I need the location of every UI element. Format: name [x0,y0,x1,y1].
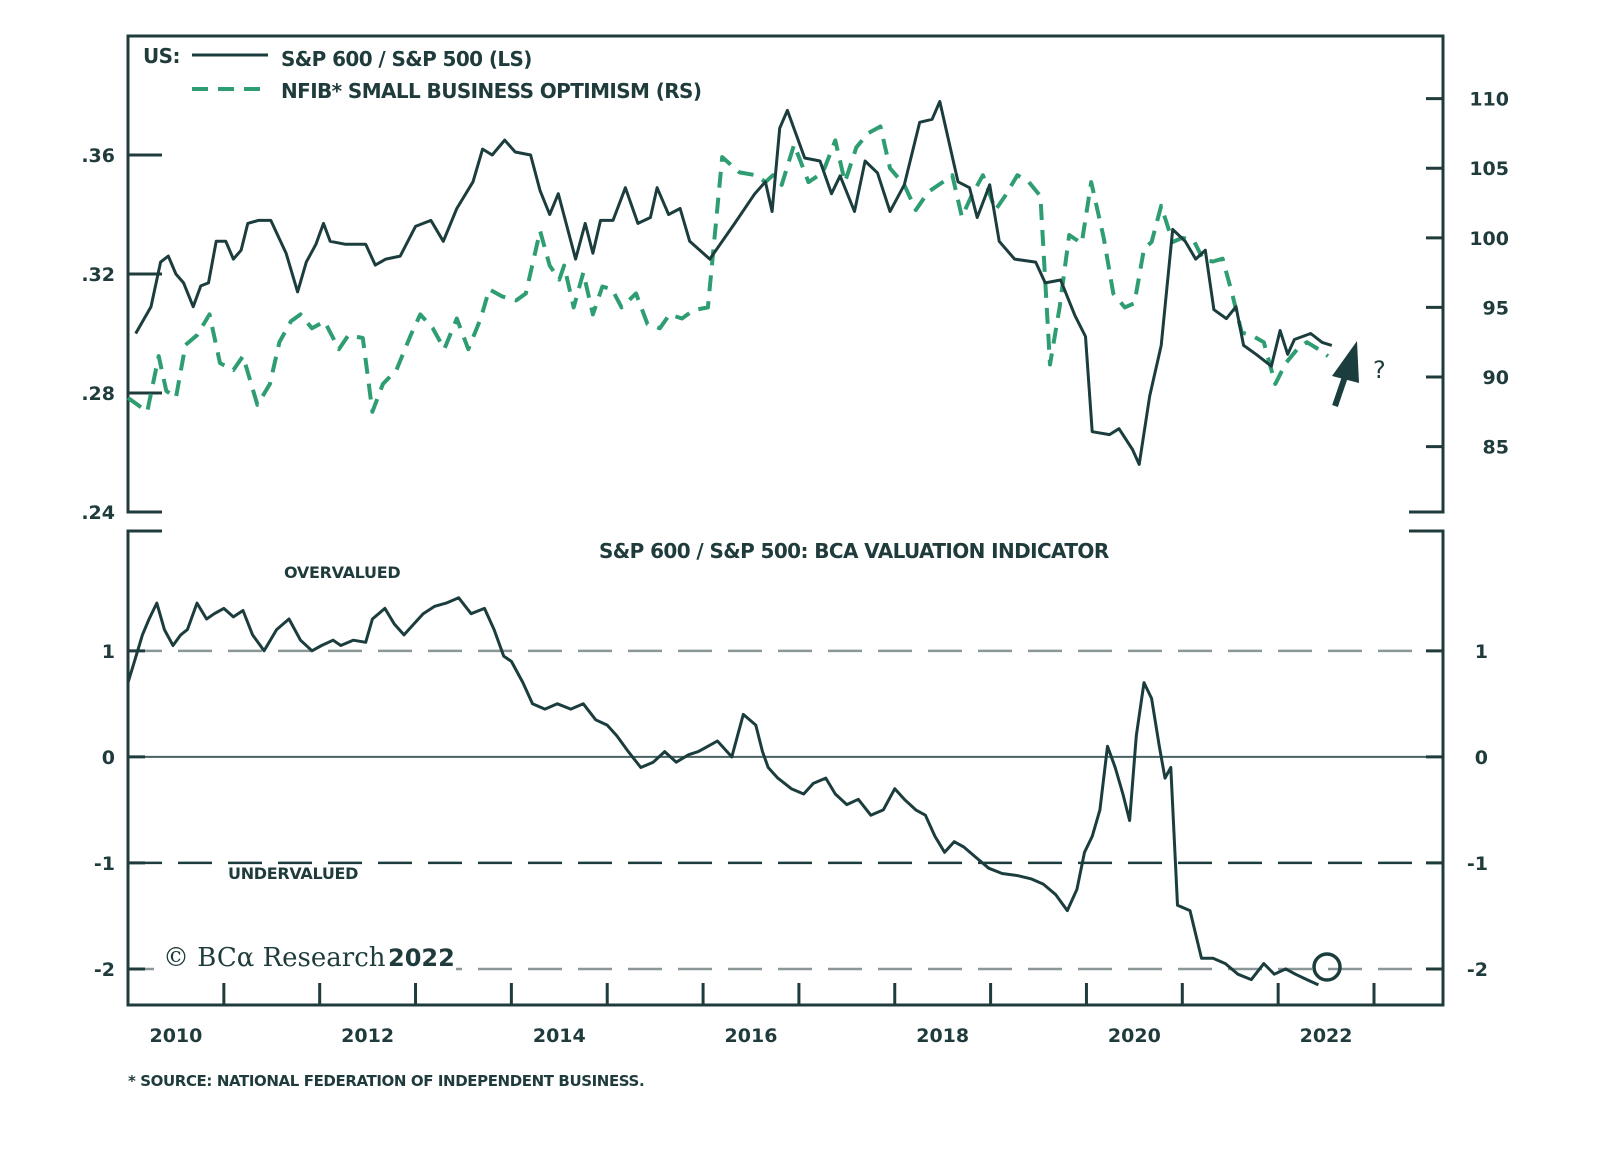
left-axis-tick-label: .36 [81,145,115,167]
legend: US: S&P 600 / S&P 500 (LS) NFIB* SMALL B… [143,44,702,103]
bottom-left-axis-tick-label: -2 [94,959,115,981]
left-axis-tick-label: .24 [81,502,115,524]
legend-prefix: US: [143,44,180,68]
copyright-text: © BCα Research [163,943,386,973]
undervalued-label: UNDERVALUED [228,864,358,883]
bottom-left-axis-tick-label: 0 [102,747,115,769]
x-axis-tick-label: 2014 [533,1025,586,1047]
top-panel-frame [126,34,1445,514]
x-axis-tick-label: 2016 [725,1025,778,1047]
left-axis-tick-label: .32 [81,264,115,286]
x-axis-tick-label: 2010 [149,1025,202,1047]
reference-lines [128,649,1443,971]
copyright-background [154,940,456,974]
bottom-panel-frame [126,529,1445,1007]
right-axis-tick-label: 110 [1469,89,1509,111]
x-axis-tick-label: 2020 [1108,1025,1161,1047]
bottom-panel-title: S&P 600 / S&P 500: BCA VALUATION INDICAT… [599,539,1109,563]
overvalued-label: OVERVALUED [284,563,400,582]
up-arrow-icon [1332,341,1359,407]
right-axis-tick-label: 90 [1483,367,1509,389]
right-axis-tick-label: 100 [1469,228,1509,250]
series-line-bca-valuation [126,596,1320,987]
bottom-left-axis-tick-label: -1 [94,853,115,875]
series-line-nfib-optimism [126,124,1330,414]
bottom-right-axis-tick-label: 0 [1475,747,1488,769]
top-panel-series [126,100,1333,466]
legend-label-nfib: NFIB* SMALL BUSINESS OPTIMISM (RS) [281,79,701,103]
right-axis-tick-label: 95 [1483,297,1509,319]
copyright-year: 2022 [388,944,455,972]
bottom-right-axis-tick-label: -1 [1467,853,1488,875]
bottom-right-axis-tick-label: -2 [1467,959,1488,981]
question-mark: ? [1373,356,1386,384]
source-footnote: * SOURCE: NATIONAL FEDERATION OF INDEPEN… [128,1072,644,1090]
bottom-left-axis-tick-label: 1 [102,641,115,663]
legend-label-sp600-sp500: S&P 600 / S&P 500 (LS) [281,47,532,71]
right-axis-tick-label: 105 [1469,158,1509,180]
bottom-right-axis-tick-label: 1 [1475,641,1488,663]
left-axis-tick-label: .28 [81,383,115,405]
bottom-panel-series [126,596,1320,987]
x-axis-tick-label: 2022 [1300,1025,1353,1047]
series-line-sp600-sp500 [134,100,1333,466]
latest-value-circle-marker [1312,952,1342,982]
right-axis-tick-label: 85 [1483,437,1509,459]
x-axis-tick-label: 2012 [341,1025,394,1047]
x-axis-tick-label: 2018 [916,1025,969,1047]
